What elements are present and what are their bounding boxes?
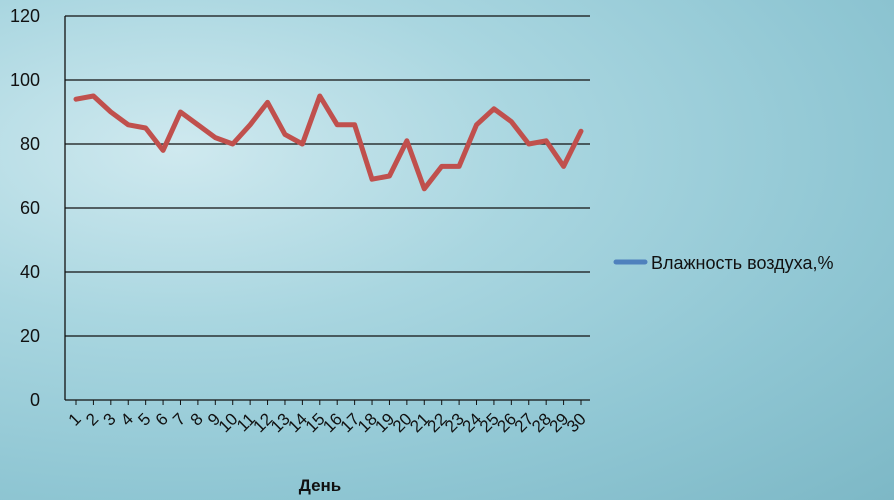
- y-tick-label: 80: [20, 134, 40, 154]
- y-tick-label: 40: [20, 262, 40, 282]
- data-point: [144, 126, 148, 130]
- data-point: [161, 148, 165, 152]
- data-point: [335, 123, 339, 127]
- data-point: [231, 142, 235, 146]
- y-tick-label: 100: [10, 70, 40, 90]
- legend-label: Влажность воздуха,%: [651, 253, 833, 273]
- data-point: [544, 139, 548, 143]
- y-tick-label: 60: [20, 198, 40, 218]
- data-point: [579, 129, 583, 133]
- x-tick-label: 1: [65, 409, 85, 429]
- data-point: [178, 110, 182, 114]
- data-point: [457, 164, 461, 168]
- x-axis-title: День: [299, 476, 342, 495]
- data-point: [196, 123, 200, 127]
- x-tick-label: 6: [152, 409, 172, 429]
- data-point: [126, 123, 130, 127]
- data-point: [475, 123, 479, 127]
- data-point: [74, 97, 78, 101]
- data-point: [213, 136, 217, 140]
- data-point: [318, 94, 322, 98]
- x-tick-label: 7: [169, 409, 189, 429]
- data-point: [422, 187, 426, 191]
- x-tick-label: 5: [134, 409, 154, 429]
- data-point: [353, 123, 357, 127]
- data-point: [440, 164, 444, 168]
- data-point: [387, 174, 391, 178]
- y-tick-label: 0: [30, 390, 40, 410]
- data-point: [492, 107, 496, 111]
- y-tick-label: 20: [20, 326, 40, 346]
- data-point: [509, 120, 513, 124]
- data-point: [370, 177, 374, 181]
- data-point: [109, 110, 113, 114]
- data-point: [562, 164, 566, 168]
- x-tick-label: 3: [100, 409, 120, 429]
- data-point: [91, 94, 95, 98]
- x-tick-label: 4: [117, 409, 137, 429]
- x-tick-label: 8: [187, 409, 207, 429]
- data-point: [266, 100, 270, 104]
- y-tick-label: 120: [10, 6, 40, 26]
- data-point: [283, 132, 287, 136]
- data-point: [527, 142, 531, 146]
- x-tick-label: 2: [82, 409, 102, 429]
- series-line: [73, 93, 584, 192]
- data-point: [405, 139, 409, 143]
- x-tick-label: 30: [563, 409, 590, 436]
- data-point: [248, 123, 252, 127]
- data-point: [300, 142, 304, 146]
